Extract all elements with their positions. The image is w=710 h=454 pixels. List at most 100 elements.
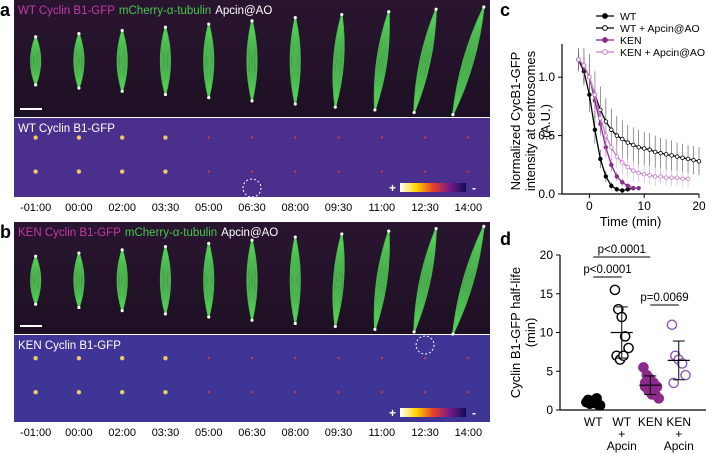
centrosome-signal [76, 355, 82, 361]
data-point [614, 133, 619, 138]
x-tick-label: WT + Apcin [607, 415, 637, 453]
spindle-fiber [452, 6, 485, 116]
data-point [666, 319, 678, 331]
colorbar-label: - [472, 406, 476, 420]
x-axis-label: Time (min) [600, 214, 662, 229]
data-point [625, 140, 630, 145]
pole [77, 32, 81, 36]
time-stamp: 09:30 [325, 202, 353, 214]
p-value: p<0.0001 [598, 244, 646, 256]
data-point [614, 174, 619, 179]
y-tick-label: 20 [540, 248, 554, 262]
x-tick-label: 20 [692, 199, 706, 213]
spindle-fiber [374, 11, 390, 111]
pole [77, 305, 81, 310]
data-point [620, 180, 625, 185]
centrosome-signal [163, 355, 168, 361]
centrosome-signal [423, 136, 427, 139]
data-point [674, 154, 680, 159]
centrosome-signal [294, 136, 297, 139]
time-stamp: 14:00 [455, 427, 483, 439]
pole [387, 229, 391, 233]
data-point [636, 145, 641, 150]
time-stamp: 02:00 [108, 427, 136, 439]
x-tick-label: WT [584, 415, 603, 429]
pole [412, 330, 416, 334]
data-point [691, 157, 696, 163]
y-tick-label: 0.5 [538, 129, 555, 143]
centrosome-signal [294, 390, 297, 394]
centrosome-signal [380, 170, 384, 173]
time-stamp: -01:00 [20, 202, 51, 214]
legend-label: KEN + Apcin@AO [620, 47, 705, 59]
y-tick-label: 0 [546, 403, 553, 417]
data-point [576, 57, 581, 62]
legend-label: KEN [620, 35, 642, 47]
channel-label: KEN Cyclin B1-GFP [18, 227, 121, 239]
time-stamp: 12:30 [411, 427, 439, 439]
spindle [246, 19, 258, 103]
pole [120, 28, 124, 33]
legend-marker [602, 25, 608, 31]
centrosome-signal [119, 169, 125, 174]
data-point [620, 160, 625, 165]
y-axis-label: intensity at centrosomes [523, 50, 538, 191]
time-stamp: 11:00 [368, 427, 395, 439]
centrosome-signal [250, 390, 254, 394]
spindle-fiber [164, 27, 171, 95]
pole [434, 226, 438, 231]
x-tick-label: KEN [638, 415, 663, 429]
data-point [663, 152, 669, 157]
spindle [289, 235, 301, 326]
spindle [412, 7, 438, 115]
panel-letter: b [0, 222, 11, 242]
centrosome-signal [33, 169, 38, 174]
time-stamp: 05:00 [195, 202, 223, 214]
colorbar-label: + [389, 406, 396, 420]
pole [293, 102, 297, 106]
spindle [451, 224, 486, 336]
legend-label: WT [620, 11, 637, 23]
centrosome-signal [119, 389, 125, 395]
spindle-fiber [294, 17, 301, 105]
centrosome-signal [119, 355, 125, 361]
spindle-fiber [413, 9, 437, 113]
pole [293, 235, 297, 239]
data-point [652, 174, 658, 179]
centrosome-signal [207, 170, 210, 173]
data-point [609, 183, 614, 189]
data-point [603, 174, 609, 179]
pole [250, 99, 254, 103]
x-tick-label: 10 [638, 199, 652, 213]
x-tick-label-line: WT [584, 415, 603, 429]
centrosome-signal [250, 136, 254, 139]
centrosome-signal [423, 390, 427, 394]
spindle [289, 16, 301, 106]
data-point [642, 171, 647, 177]
data-point [674, 175, 680, 180]
data-point [652, 149, 658, 155]
data-point [631, 168, 636, 173]
data-point [658, 174, 663, 179]
pole [77, 86, 81, 90]
time-stamp: 08:00 [282, 202, 310, 214]
data-point [680, 369, 691, 381]
data-point [631, 142, 636, 148]
spindle-fiber [121, 30, 128, 92]
data-point [587, 74, 592, 80]
spindle [30, 254, 42, 306]
data-point [653, 393, 665, 404]
channel-labels: KEN Cyclin B1-GFP mCherry-α-tubulin Apcin@… [18, 227, 278, 239]
spindle-fiber [251, 20, 258, 102]
pole [340, 232, 344, 236]
pole [34, 254, 38, 258]
time-stamp: 09:30 [325, 427, 353, 439]
data-point [676, 358, 688, 369]
centrosome-signal [33, 389, 38, 395]
y-tick-label: 0.0 [538, 187, 555, 201]
data-point [680, 176, 685, 182]
panel-letter: a [0, 0, 11, 20]
data-point [685, 156, 691, 162]
spindle [373, 229, 391, 331]
y-axis-label: Cyclin B1-GFP half-life [508, 267, 523, 398]
